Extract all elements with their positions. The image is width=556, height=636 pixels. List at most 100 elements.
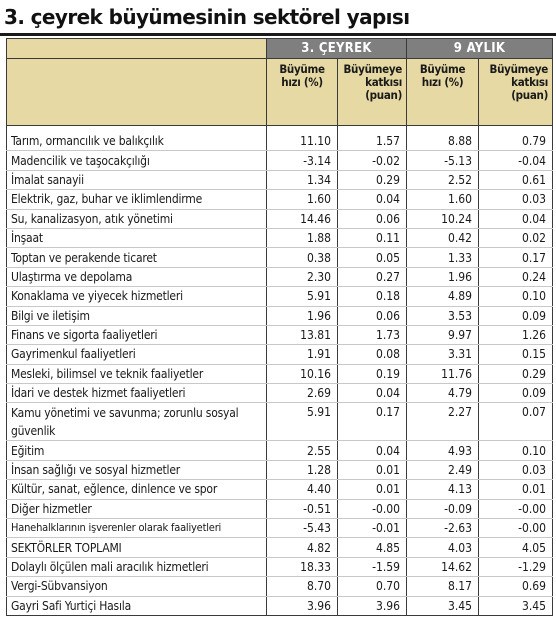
- nine-month-contribution-value: -0.00: [477, 518, 554, 539]
- nine-month-growth-value: 1.96: [406, 267, 479, 288]
- q3-contribution-value: 1.73: [337, 325, 407, 346]
- row-label: Finans ve sigorta faaliyetleri: [6, 325, 267, 346]
- table-row: Gayri Safi Yurtiçi Hasıla 3.96 3.96 3.45 3.4…: [6, 596, 554, 616]
- nine-month-contribution-value: 0.69: [477, 576, 554, 597]
- q3-contribution-value: 0.06: [337, 306, 407, 326]
- q3-contribution-value: 0.04: [337, 383, 407, 404]
- table-row: Eğitim 2.55 0.04 4.93 0.10: [6, 440, 554, 461]
- nine-month-growth-value: 2.27: [406, 402, 479, 442]
- table-body: Tarım, ormancılık ve balıkçılık 11.10 1.57…: [6, 125, 554, 616]
- header-blank-cell: [6, 38, 267, 59]
- group-header-9m: 9 AYLIK: [405, 38, 554, 59]
- q3-contribution-value: -0.01: [337, 518, 407, 539]
- q3-growth-value: 2.55: [266, 440, 338, 461]
- nine-month-growth-value: 4.93: [406, 440, 479, 461]
- nine-month-contribution-value: 0.07: [477, 402, 554, 442]
- nine-month-contribution-value: 0.03: [477, 189, 554, 210]
- nine-month-contribution-value: 0.10: [477, 440, 554, 461]
- nine-month-contribution-value: 0.61: [477, 170, 554, 191]
- row-label: Hanehalklarının işverenler olarak faaliy…: [6, 518, 267, 539]
- q3-growth-value: -5.43: [266, 518, 338, 539]
- nine-month-growth-value: 8.88: [406, 125, 479, 152]
- subheader-line: katkısı: [365, 75, 402, 89]
- row-label: İnsan sağlığı ve sosyal hizmetler: [6, 460, 267, 481]
- table-row: Vergi-Sübvansiyon 8.70 0.70 8.17 0.69: [6, 576, 554, 597]
- q3-growth-value: 0.38: [266, 247, 338, 268]
- q3-contribution-value: 3.96: [337, 596, 407, 616]
- q3-growth-value: 5.91: [266, 286, 338, 307]
- q3-growth-value: 18.33: [266, 557, 338, 578]
- row-label: Su, kanalizasyon, atık yönetimi: [6, 209, 267, 229]
- table-row: SEKTÖRLER TOPLAMI 4.82 4.85 4.03 4.05: [6, 537, 554, 558]
- row-label: Bilgi ve iletişim: [6, 306, 267, 326]
- subheader-line: Büyümeye: [343, 62, 402, 76]
- q3-contribution-value: -0.02: [337, 150, 407, 171]
- page-title: 3. çeyrek büyümesinin sektörel yapısı: [4, 5, 410, 29]
- row-label: Gayri Safi Yurtiçi Hasıla: [6, 596, 267, 616]
- row-label: Elektrik, gaz, buhar ve iklimlendirme: [6, 189, 267, 210]
- nine-month-contribution-value: 4.05: [477, 537, 554, 558]
- table-row: Hanehalklarının işverenler olarak faaliy…: [6, 518, 554, 539]
- table-row: Bilgi ve iletişim 1.96 0.06 3.53 0.09: [6, 306, 554, 326]
- nine-month-growth-value: 4.13: [406, 479, 479, 500]
- nine-month-contribution-value: 1.26: [477, 325, 554, 346]
- nine-month-contribution-value: 0.02: [477, 228, 554, 249]
- q3-growth-value: 1.60: [266, 189, 338, 210]
- q3-contribution-value: 0.01: [337, 460, 407, 481]
- q3-contribution-value: -1.59: [337, 557, 407, 578]
- q3-contribution-value: 0.05: [337, 247, 407, 268]
- nine-month-growth-value: 3.53: [406, 306, 479, 326]
- q3-growth-value: 13.81: [266, 325, 338, 346]
- q3-growth-value: 1.34: [266, 170, 338, 191]
- q3-contribution-value: 0.11: [337, 228, 407, 249]
- table-row: İnşaat 1.88 0.11 0.42 0.02: [6, 228, 554, 249]
- nine-month-growth-value: 1.60: [406, 189, 479, 210]
- table-row: Dolaylı ölçülen mali aracılık hizmetleri…: [6, 557, 554, 578]
- row-label: Mesleki, bilimsel ve teknik faaliyetler: [6, 364, 267, 385]
- row-label: Toptan ve perakende ticaret: [6, 247, 267, 268]
- nine-month-growth-value: 4.03: [406, 537, 479, 558]
- nine-month-growth-value: -2.63: [406, 518, 479, 539]
- nine-month-growth-value: 1.33: [406, 247, 479, 268]
- table-row: Elektrik, gaz, buhar ve iklimlendirme 1.6…: [6, 189, 554, 210]
- nine-month-contribution-value: -0.04: [477, 150, 554, 171]
- table-row: Su, kanalizasyon, atık yönetimi 14.46 0.06…: [6, 209, 554, 229]
- table-row: Mesleki, bilimsel ve teknik faaliyetler 1…: [6, 364, 554, 385]
- nine-month-contribution-value: 0.29: [477, 364, 554, 385]
- table-row: Diğer hizmetler -0.51 -0.00 -0.09 -0.00: [6, 499, 554, 520]
- table-row: Konaklama ve yiyecek hizmetleri 5.91 0.18 4…: [6, 286, 554, 307]
- row-label: Tarım, ormancılık ve balıkçılık: [6, 125, 267, 152]
- q3-contribution-value: 0.27: [337, 267, 407, 288]
- row-label: Ulaştırma ve depolama: [6, 267, 267, 288]
- row-label: İnşaat: [6, 228, 267, 249]
- q3-growth-value: 1.28: [266, 460, 338, 481]
- row-label: SEKTÖRLER TOPLAMI: [6, 537, 267, 558]
- nine-month-growth-value: 3.31: [406, 344, 479, 365]
- q3-growth-value: 1.88: [266, 228, 338, 249]
- table-row: Gayrimenkul faaliyetleri 1.91 0.08 3.31 0.15: [6, 344, 554, 365]
- header-label-cell: [6, 58, 267, 126]
- nine-month-contribution-value: 0.09: [477, 306, 554, 326]
- subheader-line: katkısı: [511, 75, 549, 89]
- subheader-line: Büyüme: [279, 62, 325, 76]
- table-row: Madencilik ve taşocakçılığı -3.14 -0.02 -5.…: [6, 150, 554, 171]
- q3-growth-value: 1.91: [266, 344, 338, 365]
- q3-growth-value: 10.16: [266, 364, 338, 385]
- row-label: Dolaylı ölçülen mali aracılık hizmetleri: [6, 557, 267, 578]
- q3-growth-value: 1.96: [266, 306, 338, 326]
- nine-month-growth-value: 11.76: [406, 364, 479, 385]
- table-row: İdari ve destek hizmet faaliyetleri 2.69 0…: [6, 383, 554, 404]
- q3-growth-value: 4.40: [266, 479, 338, 500]
- nine-month-growth-value: 14.62: [406, 557, 479, 578]
- nine-month-growth-value: 10.24: [406, 209, 479, 229]
- q3-growth-value: -0.51: [266, 499, 338, 520]
- q3-growth-value: -3.14: [266, 150, 338, 171]
- row-label: Konaklama ve yiyecek hizmetleri: [6, 286, 267, 307]
- row-label: İmalat sanayii: [6, 170, 267, 191]
- nine-month-contribution-value: 0.17: [477, 247, 554, 268]
- row-label: Kamu yönetimi ve savunma; zorunlu sosyal…: [6, 402, 267, 442]
- q3-contribution-value: 0.04: [337, 440, 407, 461]
- subheader-q3-growth: Büyüme hızı (%): [266, 58, 338, 126]
- q3-growth-value: 8.70: [266, 576, 338, 597]
- nine-month-contribution-value: 0.10: [477, 286, 554, 307]
